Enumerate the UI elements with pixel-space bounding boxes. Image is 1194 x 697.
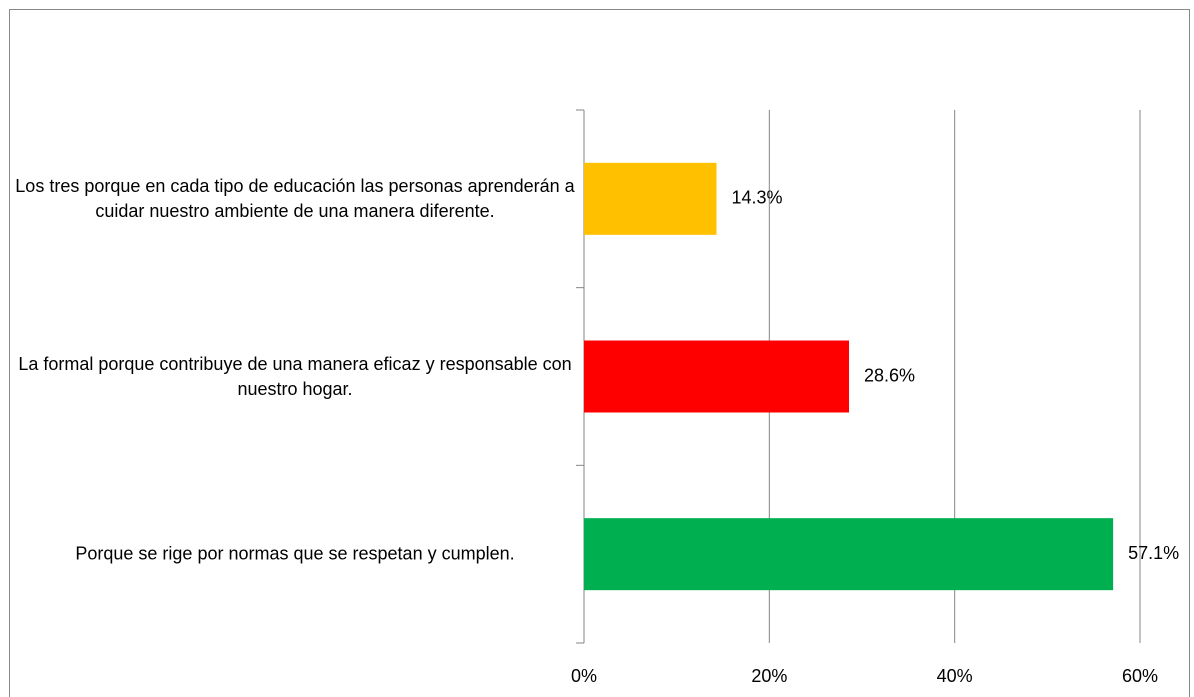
category-label: Los tres porque en cada tipo de educació… bbox=[15, 175, 575, 221]
x-tick-label: 60% bbox=[1122, 666, 1158, 686]
x-tick-label: 40% bbox=[937, 666, 973, 686]
bar bbox=[584, 162, 717, 235]
x-tick-label: 0% bbox=[571, 666, 597, 686]
value-label: 57.1% bbox=[1128, 543, 1179, 563]
value-label: 14.3% bbox=[732, 188, 783, 208]
category-label: Porque se rige por normas que se respeta… bbox=[75, 543, 515, 564]
bar bbox=[584, 518, 1114, 591]
chart-border bbox=[9, 9, 1190, 697]
value-label: 28.6% bbox=[864, 365, 915, 385]
bar bbox=[584, 340, 850, 413]
category-label: La formal porque contribuye de una maner… bbox=[18, 353, 572, 399]
x-tick-label: 20% bbox=[751, 666, 787, 686]
